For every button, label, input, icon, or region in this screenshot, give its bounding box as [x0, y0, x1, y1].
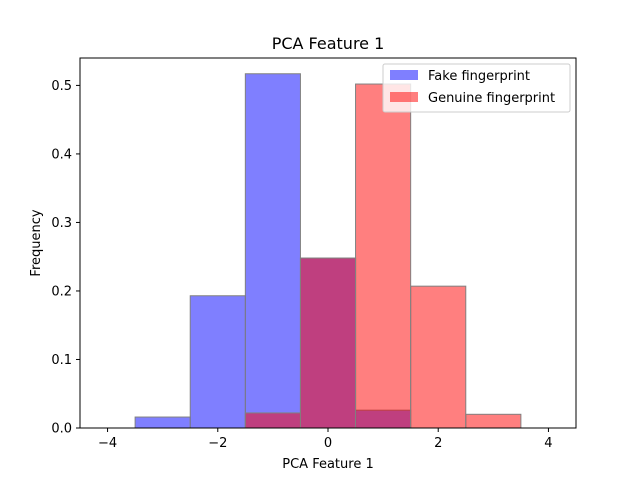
bars-group	[134, 73, 522, 429]
bar-genuine-2	[244, 412, 301, 429]
x-tick-label: 0	[324, 436, 332, 451]
legend-box	[382, 63, 571, 113]
y-tick-label: 0.2	[51, 284, 72, 299]
x-tick-label: 2	[434, 436, 442, 451]
bar-fake-0	[134, 416, 191, 429]
x-axis-ticks: −4 −2 0 2 4	[98, 428, 553, 451]
legend-label-genuine: Genuine fingerprint	[428, 91, 555, 106]
bar-genuine-5	[410, 285, 467, 429]
y-tick-label: 0.5	[51, 79, 72, 94]
legend-label-fake: Fake fingerprint	[428, 69, 530, 84]
y-tick-label: 0.0	[51, 422, 72, 437]
bar-genuine-3	[299, 257, 357, 429]
x-tick-label: −4	[98, 436, 117, 451]
x-axis-label: PCA Feature 1	[282, 457, 373, 472]
legend: Fake fingerprint Genuine fingerprint	[382, 63, 571, 113]
bar-genuine-4	[355, 83, 412, 429]
x-tick-label: 4	[544, 436, 552, 451]
legend-swatch-fake	[390, 70, 418, 80]
bar-fake-1	[189, 295, 246, 429]
x-tick-label: −2	[208, 436, 227, 451]
bar-fake-2	[244, 73, 301, 429]
bar-genuine-6	[465, 413, 522, 429]
y-tick-label: 0.3	[51, 216, 72, 231]
y-axis-ticks: 0.0 0.1 0.2 0.3 0.4 0.5	[51, 79, 80, 437]
y-axis-label: Frequency	[29, 209, 44, 276]
legend-swatch-genuine	[390, 92, 418, 102]
y-tick-label: 0.4	[51, 147, 72, 162]
y-tick-label: 0.1	[51, 353, 72, 368]
chart-title: PCA Feature 1	[272, 34, 385, 53]
